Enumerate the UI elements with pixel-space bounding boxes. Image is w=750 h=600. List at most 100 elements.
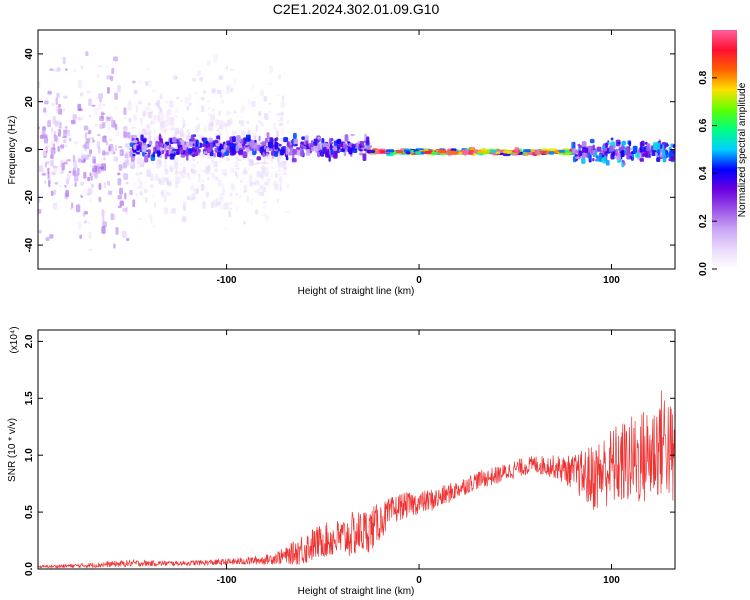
spectrogram-cell-4	[605, 160, 610, 166]
spectrogram-cell-1	[203, 125, 207, 133]
spectrogram-cell-2	[241, 138, 244, 145]
spectrogram-cell-2	[157, 149, 161, 157]
spectrogram-cell-0	[113, 56, 119, 62]
y-tick-label: 1.5	[24, 391, 35, 405]
spectrogram-cell-2	[232, 136, 236, 143]
spectrogram-cell-0	[106, 118, 111, 121]
spectrogram-cell-0	[48, 179, 51, 188]
spectrogram-cell-2	[166, 146, 172, 150]
spectrogram-cell-1	[261, 168, 266, 174]
spectrogram-cell-2	[330, 138, 334, 142]
spectrogram-cell-2	[317, 152, 321, 158]
spectrogram-cell-0	[91, 137, 95, 143]
spectrogram-cell-1	[148, 131, 152, 139]
spectrogram-cell-0	[72, 114, 77, 120]
spectrogram-cell-0	[68, 170, 72, 174]
spectrogram-cell-1	[196, 161, 200, 165]
spectrogram-cell-0	[50, 154, 54, 159]
spectrogram-cell-0	[115, 130, 120, 137]
spectrogram-cell-0	[100, 112, 106, 115]
spectrogram-cell-0	[94, 107, 98, 115]
spectrogram-cell-0	[125, 151, 131, 158]
spectrogram-cell-0	[47, 119, 51, 128]
spectrogram-cell-0	[119, 187, 123, 195]
spectrogram-cell-0	[123, 173, 129, 180]
spectrogram-cell-2	[144, 152, 147, 155]
spectrogram-cell-2	[152, 152, 155, 158]
spectrogram-cell-1	[144, 130, 148, 136]
spectrogram-cell-1	[227, 207, 233, 211]
spectrogram-cell-0	[95, 96, 99, 101]
spectrogram-cell-4	[666, 154, 670, 158]
spectrogram-cell-0	[102, 216, 105, 222]
spectrogram-cell-3	[495, 151, 501, 155]
spectrogram-cell-4	[589, 138, 595, 144]
spectrogram-cell-0	[114, 123, 118, 131]
spectrogram-cell-2	[188, 148, 193, 154]
spectrogram-cell-2	[216, 152, 222, 157]
spectrogram-cell-4	[602, 155, 607, 164]
spectrogram-cell-4	[594, 159, 599, 162]
spectrogram-cell-1	[264, 112, 269, 121]
y-tick-label: -40	[24, 237, 35, 252]
spectrogram-cell-1	[214, 133, 217, 137]
spectrogram-cell-0	[69, 207, 73, 210]
spectrogram-cell-2	[338, 149, 341, 153]
y-tick-label: 2.0	[24, 334, 35, 348]
spectrogram-cell-0	[72, 167, 76, 175]
spectrogram-cell-1	[250, 198, 253, 207]
spectrogram-cell-0	[111, 67, 115, 75]
spectrogram-cell-0	[99, 116, 105, 121]
spectrogram-cell-1	[283, 166, 287, 171]
spectrogram-cell-2	[305, 142, 309, 151]
spectrogram-cell-2	[148, 140, 153, 146]
spectrogram-cell-2	[302, 145, 307, 150]
spectrogram-cell-1	[256, 171, 261, 178]
spectrogram-cell-4	[596, 146, 602, 152]
spectrogram-cell-0	[55, 97, 58, 106]
spectrogram-cell-1	[191, 163, 197, 168]
spectrogram-cell-0	[56, 67, 61, 72]
y-tick-label: -20	[24, 190, 35, 205]
spectrogram-cell-4	[623, 161, 626, 166]
spectrogram-cell-1	[175, 169, 178, 176]
spectrogram-cell-1	[211, 107, 215, 113]
spectrogram-cell-4	[665, 144, 670, 147]
spectrogram-cell-2	[163, 143, 167, 152]
spectrogram-cell-1	[168, 122, 174, 126]
spectrogram-cell-1	[181, 216, 187, 223]
spectrogram-cell-1	[256, 161, 261, 165]
spectrogram-cell-1	[261, 165, 266, 170]
spectrogram-cell-0	[88, 114, 91, 118]
spectrogram-cell-0	[57, 128, 61, 137]
spectrogram-cell-2	[213, 152, 216, 158]
spectrogram-cell-0	[53, 135, 58, 142]
spectrogram-cell-0	[54, 181, 59, 185]
spectrogram-cell-0	[63, 138, 67, 144]
spectrogram-cell-1	[264, 155, 267, 164]
spectrogram-cell-0	[49, 68, 54, 71]
spectrogram-cell-0	[107, 190, 112, 195]
spectrogram-cell-1	[210, 114, 216, 121]
snr-panel: -100 0 100 0.0 0.5 1.0 1.5 2.0 Height of straig…	[7, 326, 676, 597]
spectrogram-cell-2	[362, 153, 367, 162]
spectrogram-cell-1	[254, 209, 259, 215]
spectrogram-cell-0	[129, 189, 133, 196]
spectrogram-cell-2	[135, 151, 141, 155]
spectrogram-cell-0	[52, 202, 58, 210]
spectrogram-cell-1	[271, 166, 276, 170]
spectrogram-cell-2	[136, 146, 139, 152]
spectrogram-cell-1	[200, 80, 203, 84]
spectrogram-cell-1	[238, 120, 243, 124]
spectrogram-cell-0	[73, 140, 78, 145]
spectrogram-cell-1	[254, 189, 258, 193]
spectrogram-cell-4	[603, 147, 608, 151]
spectrogram-cell-2	[223, 144, 227, 150]
spectrogram-cell-2	[142, 138, 147, 143]
spectrogram-cell-1	[197, 173, 201, 178]
spectrogram-cell-1	[207, 177, 210, 181]
spectrogram-cell-1	[253, 135, 257, 140]
spectrogram-cell-4	[573, 148, 576, 151]
spectrogram-cell-0	[71, 202, 74, 209]
spectrogram-cell-1	[276, 198, 280, 204]
